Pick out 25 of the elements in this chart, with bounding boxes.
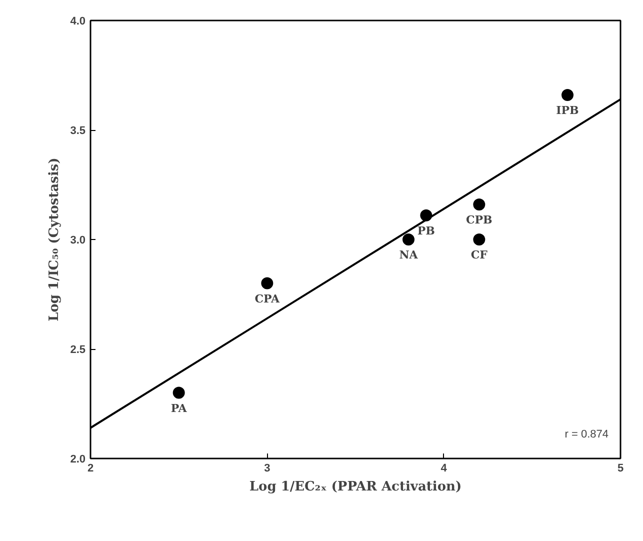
y-tick-label: 4.0	[70, 16, 86, 28]
y-tick-label: 3.5	[70, 125, 86, 137]
x-tick-label: 2	[87, 462, 94, 474]
point	[473, 234, 486, 246]
point	[562, 88, 574, 101]
annotation: PA	[170, 402, 188, 415]
annotation: NA	[399, 248, 418, 262]
point	[473, 198, 486, 210]
annotation: CPB	[466, 213, 492, 226]
y-tick-label: 3.0	[70, 234, 86, 246]
y-tick-label: 2.0	[70, 454, 86, 466]
annotation: IPB	[556, 104, 579, 117]
annotation: r = 0.874	[564, 428, 609, 440]
x-tick-label: 5	[617, 462, 624, 474]
annotation: PB	[417, 224, 435, 238]
point	[261, 277, 274, 290]
point	[402, 234, 414, 246]
x-tick-label: 4	[440, 462, 448, 474]
y-axis-title: Log 1/IC₅₀ (Cytostasis)	[47, 158, 62, 322]
y-tick-label: 2.5	[70, 344, 86, 356]
annotation: CPA	[254, 292, 280, 306]
x-tick-label: 3	[264, 462, 270, 474]
annotation: CF	[470, 248, 488, 262]
x-axis-title: Log 1/EC₂ₓ (PPAR Activation)	[249, 480, 462, 494]
point	[172, 386, 185, 399]
